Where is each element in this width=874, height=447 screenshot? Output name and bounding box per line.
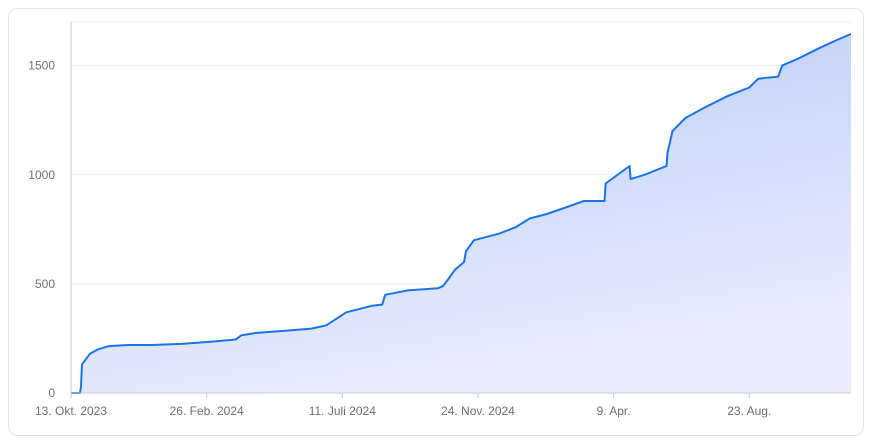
x-tick-label: 24. Nov. 2024 bbox=[441, 404, 515, 418]
x-axis-ticks: 13. Okt. 2023 26. Feb. 2024 11. Juli 2024 2… bbox=[35, 393, 771, 418]
plot-area bbox=[70, 33, 852, 394]
y-tick-label: 0 bbox=[48, 386, 55, 400]
x-tick-label: 23. Aug. bbox=[727, 404, 771, 418]
y-axis-ticks: 0 500 1000 1500 bbox=[28, 59, 55, 400]
x-tick-label: 9. Apr. bbox=[597, 404, 631, 418]
series-line bbox=[71, 33, 852, 394]
axes bbox=[70, 22, 851, 394]
x-tick-label: 26. Feb. 2024 bbox=[170, 404, 244, 418]
y-tick-label: 1500 bbox=[28, 59, 55, 73]
y-tick-label: 1000 bbox=[28, 168, 55, 182]
y-tick-label: 500 bbox=[35, 277, 55, 291]
x-tick-label: 13. Okt. 2023 bbox=[35, 404, 107, 418]
x-tick-label: 11. Juli 2024 bbox=[309, 404, 376, 418]
area-fill bbox=[71, 34, 851, 393]
